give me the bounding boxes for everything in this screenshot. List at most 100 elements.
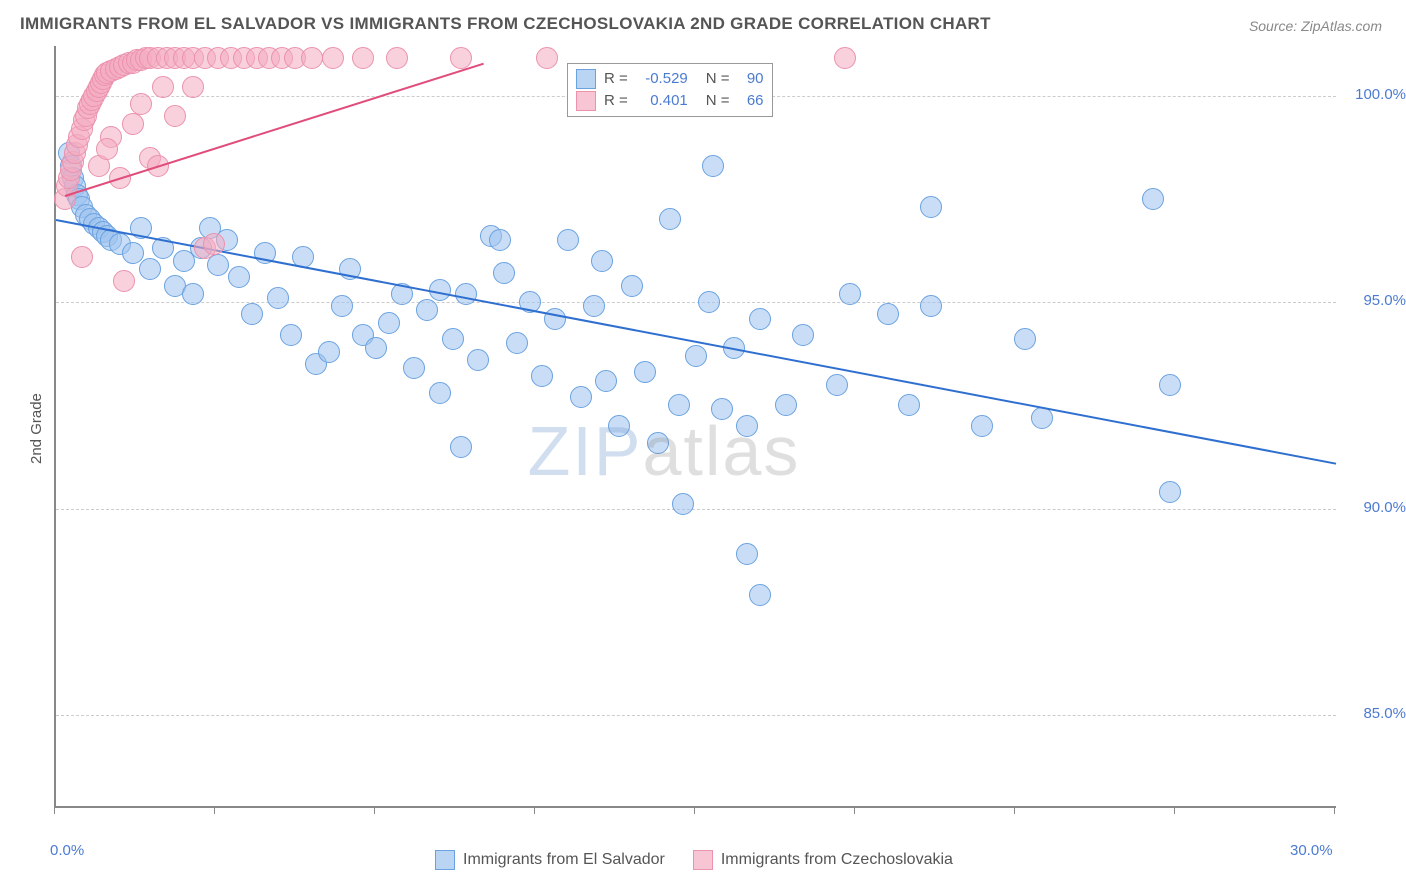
scatter-point-el_salvador [702, 155, 724, 177]
scatter-point-el_salvador [467, 349, 489, 371]
legend-label: Immigrants from El Salvador [463, 851, 665, 869]
scatter-point-el_salvador [591, 250, 613, 272]
scatter-point-el_salvador [1159, 374, 1181, 396]
x-tick-mark [374, 806, 375, 814]
scatter-point-el_salvador [792, 324, 814, 346]
scatter-point-el_salvador [839, 283, 861, 305]
scatter-point-el_salvador [403, 357, 425, 379]
legend-item: Immigrants from El Salvador [435, 850, 665, 870]
scatter-point-el_salvador [544, 308, 566, 330]
legend-label: Immigrants from Czechoslovakia [721, 851, 953, 869]
scatter-point-el_salvador [365, 337, 387, 359]
scatter-point-czechoslovakia [122, 113, 144, 135]
scatter-point-czechoslovakia [386, 47, 408, 69]
scatter-point-el_salvador [920, 295, 942, 317]
x-tick-mark [534, 806, 535, 814]
scatter-point-czechoslovakia [536, 47, 558, 69]
scatter-point-el_salvador [267, 287, 289, 309]
scatter-point-el_salvador [775, 394, 797, 416]
scatter-point-el_salvador [877, 303, 899, 325]
y-tick-label: 90.0% [1346, 499, 1406, 516]
legend-r-label: R = [604, 90, 628, 112]
scatter-point-el_salvador [668, 394, 690, 416]
legend-n-value: 90 [736, 68, 764, 90]
legend-n-label: N = [706, 90, 730, 112]
scatter-point-el_salvador [971, 415, 993, 437]
legend-swatch [435, 850, 455, 870]
scatter-point-czechoslovakia [203, 233, 225, 255]
scatter-point-el_salvador [429, 382, 451, 404]
legend-r-value: -0.529 [634, 68, 688, 90]
y-axis-title: 2nd Grade [28, 393, 45, 464]
scatter-point-el_salvador [659, 208, 681, 230]
scatter-point-el_salvador [736, 543, 758, 565]
scatter-point-el_salvador [595, 370, 617, 392]
scatter-point-el_salvador [318, 341, 340, 363]
scatter-point-czechoslovakia [152, 76, 174, 98]
scatter-point-el_salvador [416, 299, 438, 321]
x-tick-mark [854, 806, 855, 814]
scatter-point-el_salvador [920, 196, 942, 218]
scatter-point-el_salvador [241, 303, 263, 325]
scatter-point-el_salvador [557, 229, 579, 251]
x-tick-label: 0.0% [50, 842, 84, 859]
legend-row: R =0.401N =66 [576, 90, 764, 112]
scatter-point-czechoslovakia [113, 270, 135, 292]
scatter-point-czechoslovakia [164, 105, 186, 127]
scatter-point-el_salvador [685, 345, 707, 367]
scatter-point-el_salvador [531, 365, 553, 387]
series-legend: Immigrants from El Salvador Immigrants fr… [435, 850, 953, 870]
y-tick-label: 95.0% [1346, 292, 1406, 309]
scatter-point-el_salvador [1159, 481, 1181, 503]
scatter-point-el_salvador [898, 394, 920, 416]
trend-line-el_salvador [56, 219, 1336, 465]
scatter-point-el_salvador [378, 312, 400, 334]
legend-swatch [576, 69, 596, 89]
chart-title: IMMIGRANTS FROM EL SALVADOR VS IMMIGRANT… [20, 14, 991, 34]
x-tick-mark [54, 806, 55, 814]
legend-row: R =-0.529N =90 [576, 68, 764, 90]
scatter-point-el_salvador [672, 493, 694, 515]
scatter-point-el_salvador [506, 332, 528, 354]
scatter-point-el_salvador [442, 328, 464, 350]
scatter-point-el_salvador [450, 436, 472, 458]
scatter-point-czechoslovakia [834, 47, 856, 69]
scatter-point-el_salvador [139, 258, 161, 280]
scatter-point-el_salvador [826, 374, 848, 396]
scatter-point-el_salvador [1014, 328, 1036, 350]
scatter-point-el_salvador [749, 584, 771, 606]
scatter-point-el_salvador [1142, 188, 1164, 210]
scatter-point-el_salvador [228, 266, 250, 288]
y-tick-label: 85.0% [1346, 705, 1406, 722]
source-attribution: Source: ZipAtlas.com [1249, 18, 1382, 34]
legend-item: Immigrants from Czechoslovakia [693, 850, 953, 870]
scatter-point-el_salvador [182, 283, 204, 305]
scatter-point-el_salvador [698, 291, 720, 313]
scatter-point-czechoslovakia [352, 47, 374, 69]
legend-swatch [576, 91, 596, 111]
scatter-point-czechoslovakia [71, 246, 93, 268]
gridline [56, 715, 1336, 716]
x-tick-mark [214, 806, 215, 814]
scatter-point-el_salvador [583, 295, 605, 317]
x-tick-mark [1174, 806, 1175, 814]
legend-swatch [693, 850, 713, 870]
scatter-point-el_salvador [570, 386, 592, 408]
gridline [56, 509, 1336, 510]
correlation-legend: R =-0.529N =90R =0.401N =66 [567, 63, 773, 117]
scatter-point-el_salvador [621, 275, 643, 297]
scatter-point-el_salvador [122, 242, 144, 264]
scatter-point-el_salvador [493, 262, 515, 284]
scatter-point-czechoslovakia [182, 76, 204, 98]
scatter-point-el_salvador [331, 295, 353, 317]
scatter-point-el_salvador [647, 432, 669, 454]
scatter-point-el_salvador [736, 415, 758, 437]
y-tick-label: 100.0% [1346, 86, 1406, 103]
scatter-point-el_salvador [711, 398, 733, 420]
plot-area [56, 46, 1336, 806]
plot-frame [54, 46, 1336, 808]
scatter-point-el_salvador [749, 308, 771, 330]
x-tick-mark [694, 806, 695, 814]
scatter-point-el_salvador [280, 324, 302, 346]
x-tick-label: 30.0% [1290, 842, 1333, 859]
